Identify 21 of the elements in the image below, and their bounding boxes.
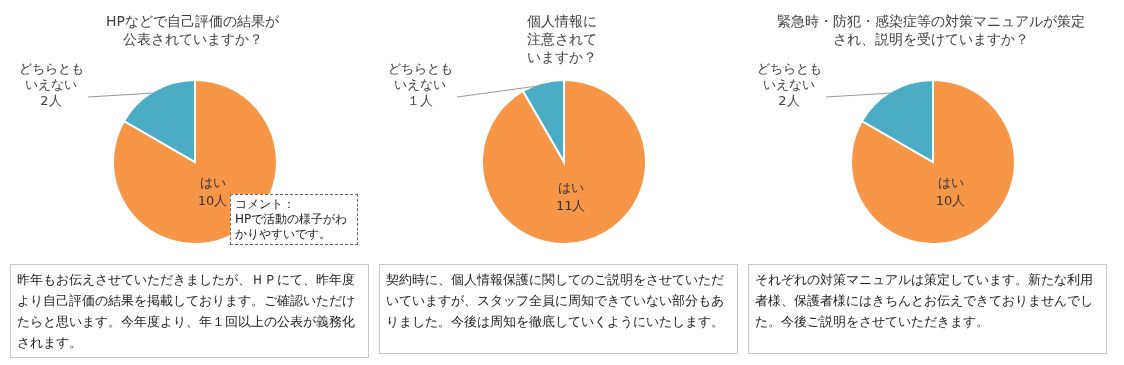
pie-slice [850,79,1016,245]
slice-label: どちらともいえない [17,61,85,93]
data-label: １人 [406,93,434,109]
text: それぞれの対策マニュアルは策定しています。新たな利用者様、保護者様にはきちんとお伝えできておりませんでした。今後ご説明をさせていただきます。 [748,264,1107,354]
data-label: 10人 [935,193,966,209]
text: 昨年もお伝えさせていただきましたが、ＨＰにて、昨年度より自己評価の結果を掲載しております。ご確認いただけたらと思います。今年度より、年１回以上の公表が義務化されます。 [10,264,369,358]
slice-label: はい [557,179,584,195]
data-label: 11人 [555,197,586,213]
text: HPで活動の様子がわかりやすいです。 [235,212,349,242]
data-label: 10人 [197,193,228,209]
data-label: 2人 [39,93,63,109]
chart-title: 緊急時・防犯・感染症等の対策マニュアルが策定され、説明を受けていますか？ [775,12,1086,49]
text: コメント： [235,197,296,212]
chart-title: 個人情報に注意されていますか？ [525,12,598,65]
slice-label: はい [199,175,226,191]
slice-label: はい [937,175,964,191]
slice-label: どちらともいえない [386,61,454,93]
slice-label: どちらともいえない [755,61,823,93]
chart-title: HPなどで自己評価の結果が公表されていますか？ [105,12,280,49]
data-label: 2人 [777,93,801,109]
text: 契約時に、個人情報保護に関してのご説明をさせていただいていますが、スタッフ全員に周知できていない部分もありました。今後は周知を徹底していくようにいたします。 [379,264,738,354]
